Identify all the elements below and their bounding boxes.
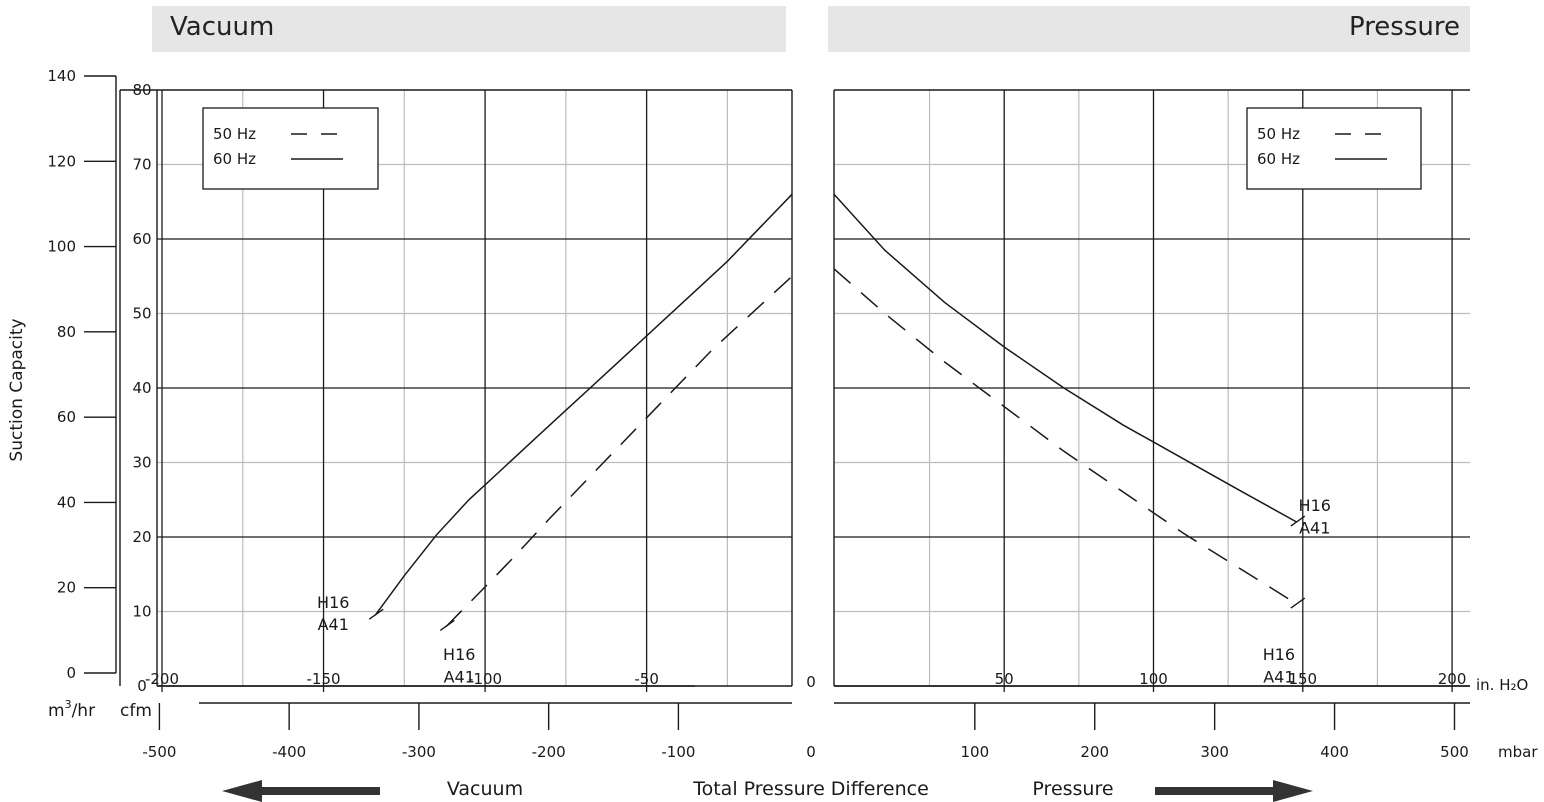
- y-tick-label-cfm: 80: [132, 81, 151, 99]
- vacuum-banner-title: Vacuum: [170, 12, 275, 42]
- series-50hz-line: [445, 275, 793, 627]
- series-end-marker: [1290, 597, 1306, 609]
- unit-inh2o: in. H₂O: [1476, 676, 1528, 694]
- x-tick-label-mbar: -400: [272, 743, 306, 761]
- y-tick-label-m3hr: 120: [47, 152, 76, 170]
- unit-cfm: cfm: [120, 701, 152, 721]
- pressure-banner-title: Pressure: [1348, 12, 1460, 42]
- curve-annotation: A41: [1263, 667, 1294, 686]
- vacuum-banner: Vacuum: [152, 6, 786, 52]
- curve-annotation: H16: [443, 645, 475, 664]
- y-tick-label-cfm: 70: [132, 156, 151, 174]
- x-tick-label-inh2o: 50: [995, 670, 1014, 688]
- y-axis-title: Suction Capacity: [7, 318, 27, 461]
- series-60hz-line: [374, 193, 793, 616]
- left-arrow-icon: [222, 780, 380, 802]
- zero-mbar-label: 0: [806, 743, 816, 761]
- series-end-marker: [1290, 515, 1306, 527]
- x-tick-label-inh2o: -100: [468, 670, 502, 688]
- x-tick-label-mbar: -200: [532, 743, 566, 761]
- series-60hz-line: [833, 193, 1298, 523]
- data-series: [368, 193, 1306, 631]
- pressure-banner: Pressure: [828, 6, 1470, 52]
- y-tick-label-cfm: 30: [132, 454, 151, 472]
- series-end-marker: [368, 608, 384, 620]
- x-tick-label-inh2o: -50: [634, 670, 659, 688]
- legends: 50 Hz 60 Hz 50 Hz 60 Hz: [202, 107, 1422, 190]
- legend-label: 60 Hz: [213, 150, 256, 168]
- zero-inh2o-label: 0: [806, 673, 816, 691]
- y-tick-label-cfm: 10: [132, 603, 151, 621]
- y-tick-label-cfm: 50: [132, 305, 151, 323]
- x-tick-label-inh2o: -200: [145, 670, 179, 688]
- x-tick-label-mbar: 100: [960, 743, 989, 761]
- y-tick-label-m3hr: 0: [66, 664, 76, 682]
- y-tick-label-m3hr: 20: [57, 579, 76, 597]
- legend-label: 50 Hz: [213, 125, 256, 143]
- series-50hz-line: [833, 268, 1298, 605]
- x-tick-label-mbar: -500: [142, 743, 176, 761]
- curve-annotation: H16: [1299, 496, 1331, 515]
- annotations: H16 A41 H16 A41 H16 A41 H16 A41: [317, 496, 1331, 686]
- x-tick-label-mbar: 500: [1440, 743, 1469, 761]
- y-tick-label-cfm: 0: [137, 677, 147, 695]
- y-tick-label-m3hr: 140: [47, 67, 76, 85]
- bottom-label-vacuum: Vacuum: [447, 778, 523, 800]
- x-tick-label-mbar: -300: [402, 743, 436, 761]
- x-tick-label-inh2o: 150: [1288, 670, 1317, 688]
- x-tick-label-mbar: 300: [1200, 743, 1229, 761]
- y-tick-label-m3hr: 100: [47, 238, 76, 256]
- curve-annotation: A41: [318, 615, 349, 634]
- y-tick-label-cfm: 20: [132, 528, 151, 546]
- y-tick-label-cfm: 60: [132, 230, 151, 248]
- y-tick-label-cfm: 40: [132, 379, 151, 397]
- bottom-label-total: Total Pressure Difference: [692, 778, 929, 800]
- legend-label: 60 Hz: [1257, 150, 1300, 168]
- series-end-marker: [439, 619, 455, 631]
- x-tick-label-inh2o: 100: [1139, 670, 1168, 688]
- x-tick-label-inh2o: -150: [307, 670, 341, 688]
- curve-annotation: H16: [1263, 645, 1295, 664]
- unit-mbar: mbar: [1498, 743, 1538, 761]
- curve-annotation: H16: [317, 593, 349, 612]
- y-tick-label-m3hr: 40: [57, 493, 76, 511]
- curve-annotation: A41: [444, 667, 475, 686]
- curve-annotation: A41: [1299, 518, 1330, 537]
- x-tick-label-mbar: 200: [1080, 743, 1109, 761]
- legend-box: [202, 107, 379, 190]
- right-arrow-icon: [1155, 780, 1313, 802]
- y-tick-label-m3hr: 80: [57, 323, 76, 341]
- legend-box: [1246, 107, 1422, 190]
- legend-label: 50 Hz: [1257, 125, 1300, 143]
- x-tick-label-mbar: 400: [1320, 743, 1349, 761]
- y-tick-label-m3hr: 60: [57, 408, 76, 426]
- x-tick-label-mbar: -100: [661, 743, 695, 761]
- bottom-label-pressure: Pressure: [1032, 778, 1113, 800]
- unit-m3hr: m3/hr: [48, 698, 95, 721]
- x-tick-label-inh2o: 200: [1438, 670, 1467, 688]
